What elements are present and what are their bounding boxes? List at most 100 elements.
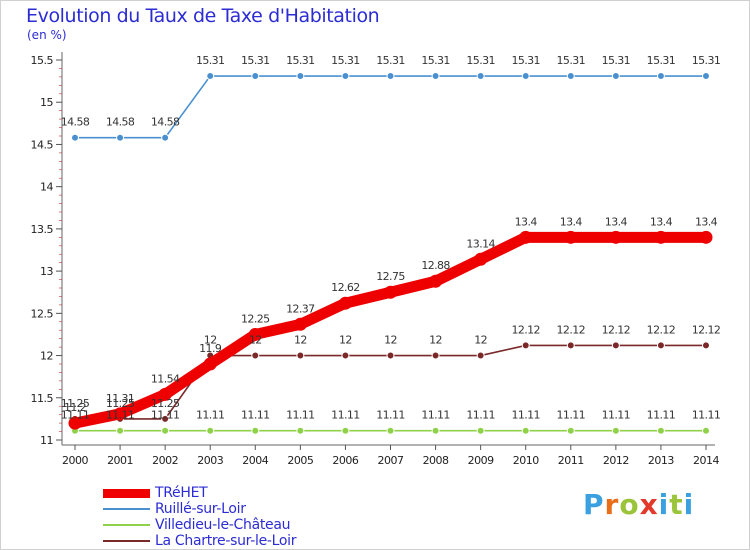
- data-label-0: 13.4: [515, 215, 538, 228]
- data-point-1: [476, 72, 485, 81]
- data-point-1: [386, 72, 395, 81]
- data-point-1: [431, 72, 440, 81]
- y-tick-label: 12.5: [31, 307, 54, 320]
- data-point-1: [702, 72, 710, 81]
- data-label-2: 11.11: [376, 409, 405, 422]
- data-label-1: 14.58: [61, 116, 90, 129]
- chart-title: Evolution du Taux de Taxe d'Habitation: [26, 5, 380, 27]
- data-label-1: 15.31: [466, 54, 495, 67]
- y-tick-label: 13.5: [31, 223, 54, 236]
- data-label-1: 14.58: [106, 116, 135, 129]
- data-label-3: 12: [294, 334, 307, 347]
- data-point-2: [611, 426, 620, 435]
- data-point-1: [611, 72, 620, 81]
- data-label-2: 11.11: [241, 409, 270, 422]
- data-point-0: [248, 327, 262, 341]
- x-tick-label: 2010: [513, 454, 539, 467]
- data-point-2: [431, 426, 440, 435]
- data-label-0: 12.25: [241, 312, 270, 325]
- data-label-1: 15.31: [376, 54, 405, 67]
- logo-letter: o: [619, 488, 640, 521]
- chart-subtitle: (en %): [27, 28, 67, 42]
- data-point-3: [702, 341, 710, 350]
- proxiti-logo: Proxiti: [583, 488, 694, 521]
- legend-label: TRéHET: [155, 485, 208, 501]
- data-label-2: 11.11: [692, 409, 721, 422]
- legend-swatch: [103, 488, 150, 498]
- data-label-1: 15.31: [647, 54, 676, 67]
- logo-letter: i: [683, 488, 695, 521]
- legend-label: La Chartre-sur-le-Loir: [155, 533, 297, 549]
- data-label-2: 11.11: [511, 409, 540, 422]
- data-point-0: [609, 230, 623, 244]
- data-point-0: [564, 230, 578, 244]
- data-label-1: 15.31: [511, 54, 540, 67]
- data-point-0: [158, 387, 172, 401]
- data-label-3: 11.25: [151, 397, 180, 410]
- data-label-1: 15.31: [692, 54, 721, 67]
- data-point-0: [699, 230, 713, 244]
- logo-letter: r: [604, 488, 620, 521]
- data-label-3: 12: [429, 334, 442, 347]
- data-label-2: 11.11: [421, 409, 450, 422]
- y-tick-label: 11: [40, 434, 53, 447]
- data-point-1: [656, 72, 665, 81]
- y-tick-label: 15: [40, 96, 53, 109]
- data-label-1: 15.31: [241, 54, 270, 67]
- data-label-1: 15.31: [557, 54, 586, 67]
- legend-label: Ruillé-sur-Loir: [155, 501, 246, 517]
- data-label-3: 12.12: [692, 323, 721, 336]
- data-label-1: 15.31: [331, 54, 360, 67]
- data-point-0: [293, 317, 307, 331]
- data-point-2: [296, 426, 305, 435]
- data-point-3: [521, 341, 530, 350]
- data-label-1: 15.31: [421, 54, 450, 67]
- data-point-2: [386, 426, 395, 435]
- data-point-3: [386, 351, 395, 360]
- data-label-2: 11.11: [286, 409, 315, 422]
- data-point-3: [566, 341, 575, 350]
- data-label-0: 11.54: [151, 372, 180, 385]
- data-point-0: [654, 230, 668, 244]
- data-point-1: [206, 72, 215, 81]
- x-tick-label: 2005: [287, 454, 313, 467]
- x-tick-label: 2008: [423, 454, 449, 467]
- logo-letter: i: [658, 488, 670, 521]
- legend-swatch: [103, 524, 150, 526]
- data-point-1: [566, 72, 575, 81]
- data-point-1: [116, 133, 125, 142]
- data-label-0: 12.88: [421, 259, 450, 272]
- y-tick-label: 14.5: [31, 138, 54, 151]
- data-label-3: 11.25: [61, 397, 90, 410]
- data-point-0: [519, 230, 533, 244]
- data-point-1: [71, 133, 79, 142]
- data-point-3: [476, 351, 485, 360]
- data-label-2: 11.11: [151, 409, 180, 422]
- data-label-1: 15.31: [196, 54, 225, 67]
- data-label-0: 12.75: [376, 270, 405, 283]
- data-label-2: 11.11: [106, 409, 135, 422]
- y-tick-label: 11.5: [31, 392, 54, 405]
- data-point-1: [521, 72, 530, 81]
- x-tick-label: 2003: [197, 454, 223, 467]
- legend-swatch: [103, 540, 150, 542]
- data-label-2: 11.11: [61, 409, 90, 422]
- data-label-2: 11.11: [466, 409, 495, 422]
- data-point-0: [429, 274, 443, 288]
- data-label-0: 11.2: [64, 401, 86, 414]
- data-point-2: [521, 426, 530, 435]
- data-label-0: 12.62: [331, 281, 360, 294]
- data-label-1: 15.31: [602, 54, 631, 67]
- data-point-2: [566, 426, 575, 435]
- legend-label: Villedieu-le-Château: [155, 517, 291, 533]
- data-label-3: 12.12: [602, 323, 631, 336]
- data-point-1: [251, 72, 260, 81]
- x-tick-label: 2013: [648, 454, 674, 467]
- x-tick-label: 2001: [107, 454, 133, 467]
- x-tick-label: 2004: [242, 454, 268, 467]
- logo-letter: P: [583, 488, 605, 521]
- data-label-0: 13.4: [560, 215, 583, 228]
- x-tick-label: 2002: [152, 454, 178, 467]
